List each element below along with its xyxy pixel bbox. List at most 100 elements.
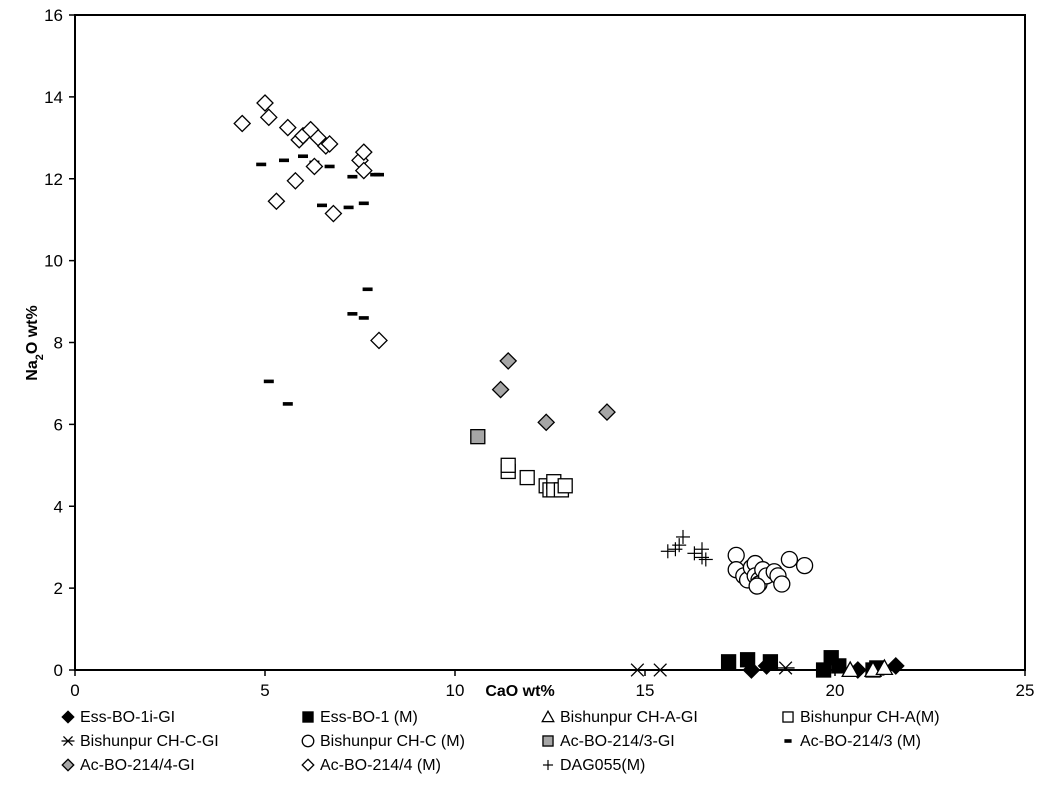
y-tick-label: 10: [44, 252, 63, 271]
legend-label: Bishunpur CH-A(M): [800, 709, 940, 726]
data-point: [256, 94, 274, 112]
data-point: [256, 162, 267, 167]
legend-marker: [782, 711, 794, 723]
y-tick-label: 6: [54, 415, 63, 434]
legend-item: Bishunpur CH-C-GI: [61, 733, 219, 750]
data-point: [598, 403, 616, 422]
legend-label: Bishunpur CH-C (M): [320, 733, 465, 750]
data-point: [354, 161, 373, 180]
legend-label: Bishunpur CH-C-GI: [80, 733, 219, 750]
data-point: [320, 135, 339, 153]
data-point: [259, 108, 278, 127]
data-point: [362, 287, 373, 292]
legend-item: Ac-BO-214/3-GI: [542, 733, 675, 750]
data-point: [267, 192, 286, 211]
data-point: [343, 205, 354, 210]
y-tick-label: 8: [54, 334, 63, 353]
data-point: [470, 429, 486, 445]
y-tick-label: 16: [44, 6, 63, 25]
legend-label: DAG055(M): [560, 757, 645, 774]
legend-marker: [301, 734, 315, 748]
data-point: [660, 544, 675, 559]
data-point: [370, 331, 388, 350]
plot-area: [74, 14, 1026, 671]
legend-item: Ess-BO-1 (M): [302, 709, 418, 726]
legend: Ess-BO-1i-GI Ess-BO-1 (M) Bishunpur CH-A-G…: [61, 709, 940, 774]
data-point: [499, 352, 518, 370]
series-ac-bo-214-3-m-: [256, 154, 384, 406]
y-axis: 0 2 4 6 8 10 12 14 16: [44, 6, 75, 680]
data-point: [687, 546, 702, 561]
legend-marker: [541, 709, 555, 723]
legend-item: Ac-BO-214/4-GI: [61, 757, 195, 774]
data-point: [233, 114, 252, 133]
series-bishunpur-ch-c-gi: [628, 661, 795, 677]
data-point: [748, 577, 766, 595]
x-tick-label: 20: [826, 681, 845, 700]
series-bishunpur-ch-c-m-: [727, 546, 814, 595]
series-ac-bo-214-3-gi: [470, 429, 486, 445]
legend-item: Bishunpur CH-C (M): [301, 733, 465, 750]
data-point: [886, 656, 905, 675]
data-point: [347, 312, 358, 316]
data-point: [628, 663, 647, 677]
x-axis-title: CaO wt%: [485, 683, 554, 700]
data-point: [651, 663, 670, 677]
data-point: [739, 652, 756, 668]
legend-item: Bishunpur CH-A(M): [782, 709, 940, 726]
data-point: [519, 469, 535, 486]
legend-marker: [784, 739, 792, 743]
legend-marker: [302, 711, 314, 723]
data-point: [537, 413, 556, 432]
data-point: [324, 204, 343, 223]
data-point: [278, 118, 297, 137]
legend-label: Bishunpur CH-A-GI: [560, 709, 698, 726]
data-point: [795, 556, 814, 575]
legend-label: Ac-BO-214/3-GI: [560, 733, 675, 750]
y-tick-label: 12: [44, 170, 63, 189]
data-point: [358, 316, 369, 320]
legend-marker: [61, 710, 75, 724]
data-point: [773, 575, 791, 593]
x-axis: 0 5 10 15 20 25: [70, 670, 1034, 700]
series-bishunpur-ch-a-gi: [841, 658, 894, 678]
y-axis-title: Na2O wt%: [24, 305, 46, 380]
data-point: [831, 658, 847, 674]
data-point: [298, 154, 308, 159]
y-tick-label: 14: [44, 88, 63, 107]
legend-item: Ess-BO-1i-GI: [61, 709, 175, 726]
legend-label: Ac-BO-214/3 (M): [800, 733, 921, 750]
data-point: [500, 457, 516, 473]
data-point: [672, 538, 687, 553]
legend-item: DAG055(M): [542, 757, 645, 774]
data-point: [358, 201, 369, 206]
legend-label: Ess-BO-1 (M): [320, 709, 418, 726]
legend-marker: [542, 735, 554, 747]
data-point: [354, 143, 373, 162]
data-point: [780, 550, 799, 569]
legend-item: Ac-BO-214/3 (M): [784, 733, 921, 750]
series-ac-bo-214-4-gi: [491, 352, 616, 432]
x-tick-label: 15: [636, 681, 655, 700]
data-point: [841, 660, 860, 678]
data-point: [557, 478, 573, 494]
data-point: [305, 157, 324, 176]
legend-marker: [301, 758, 315, 772]
legend-item: Ac-BO-214/4 (M): [301, 757, 441, 774]
data-point: [282, 402, 293, 406]
legend-marker: [542, 759, 554, 771]
data-point: [347, 174, 358, 179]
data-point: [317, 203, 327, 208]
legend-marker: [61, 736, 75, 746]
data-point: [776, 661, 795, 675]
legend-item: Bishunpur CH-A-GI: [541, 709, 698, 726]
x-tick-label: 0: [70, 681, 79, 700]
y-tick-label: 0: [54, 661, 63, 680]
data-point: [286, 171, 305, 190]
data-point: [727, 546, 745, 565]
legend-label: Ac-BO-214/4 (M): [320, 757, 441, 774]
data-point: [676, 529, 690, 544]
series-bishunpur-ch-a-m-: [500, 457, 573, 498]
data-point: [279, 158, 289, 163]
series-ess-bo-1-m-: [720, 650, 885, 678]
